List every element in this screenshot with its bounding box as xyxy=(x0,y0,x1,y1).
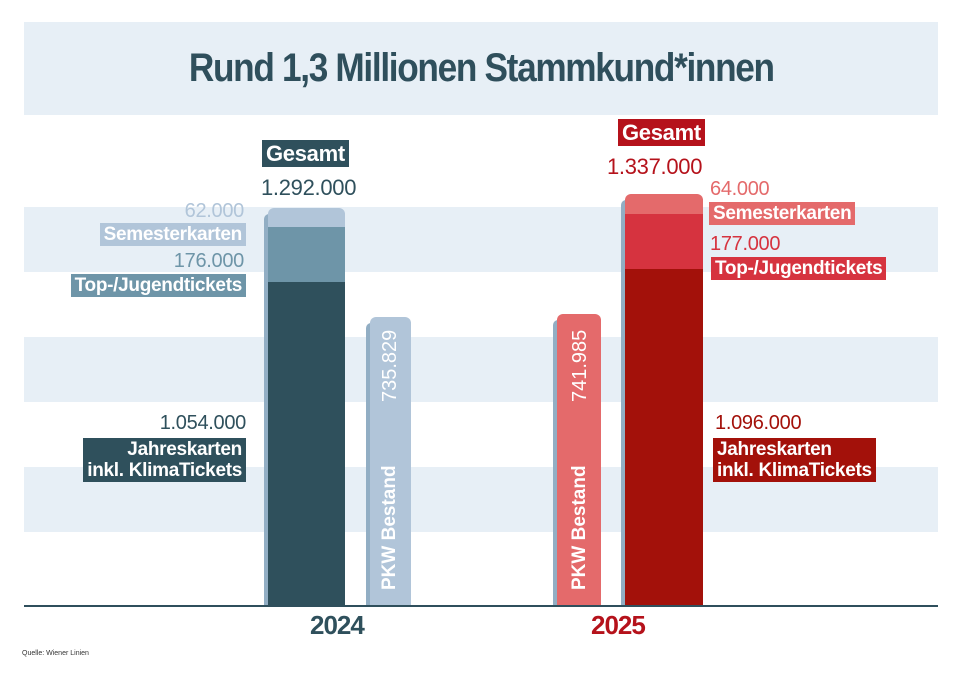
total-value-2025: 1.337.000 xyxy=(607,154,703,179)
total-value-2024: 1.292.000 xyxy=(261,175,357,200)
jahreskarten-value-2025: 1.096.000 xyxy=(715,412,802,434)
stack-segment-2024-1 xyxy=(268,227,345,282)
top-jugend-label-2024: Top-/Jugendtickets xyxy=(70,274,246,297)
semester-value-2024: 62.000 xyxy=(184,200,245,222)
semester-label-2024: Semesterkarten xyxy=(99,223,246,246)
label-line: inkl. KlimaTickets xyxy=(717,460,872,481)
stack-segment-2025-2 xyxy=(625,194,703,214)
stack-segment-2025-0 xyxy=(625,268,703,607)
pkw-label-2024: PKW Bestand xyxy=(379,465,400,590)
top-jugend-value-2025: 177.000 xyxy=(710,233,781,255)
chart-title-band: Rund 1,3 Millionen Stammkund*innen xyxy=(24,22,938,115)
top-jugend-label-2025: Top-/Jugendtickets xyxy=(711,257,887,280)
year-label-2025: 2025 xyxy=(591,610,646,640)
jahreskarten-label-2024: Jahreskarten inkl. KlimaTickets xyxy=(83,438,246,482)
pkw-value-2025: 741.985 xyxy=(569,329,591,402)
source-note: Quelle: Wiener Linien xyxy=(22,650,89,657)
top-jugend-value-2024: 176.000 xyxy=(173,250,245,272)
semester-value-2025: 64.000 xyxy=(710,178,770,200)
stack-segment-2025-1 xyxy=(625,213,703,269)
label-line: inkl. KlimaTickets xyxy=(87,460,242,481)
jahreskarten-value-2024: 1.054.000 xyxy=(159,412,247,434)
stack-segment-2024-2 xyxy=(268,208,345,228)
year-label-2024: 2024 xyxy=(310,610,365,640)
x-axis xyxy=(24,605,938,607)
label-line: Jahreskarten xyxy=(127,439,242,460)
background-stripe xyxy=(24,337,938,402)
pkw-bar-2024 xyxy=(370,316,411,606)
pkw-label-2025: PKW Bestand xyxy=(569,465,590,590)
stack-segment-2024-0 xyxy=(268,281,345,607)
semester-label-2025: Semesterkarten xyxy=(709,202,856,225)
total-label-2024: Gesamt xyxy=(262,140,349,167)
pkw-bar-2025 xyxy=(557,314,601,606)
jahreskarten-label-2025: Jahreskarten inkl. KlimaTickets xyxy=(713,438,876,482)
label-line: Jahreskarten xyxy=(717,439,832,460)
total-label-2025: Gesamt xyxy=(618,119,705,146)
chart-title: Rund 1,3 Millionen Stammkund*innen xyxy=(188,46,775,90)
pkw-value-2024: 735.829 xyxy=(379,329,401,402)
